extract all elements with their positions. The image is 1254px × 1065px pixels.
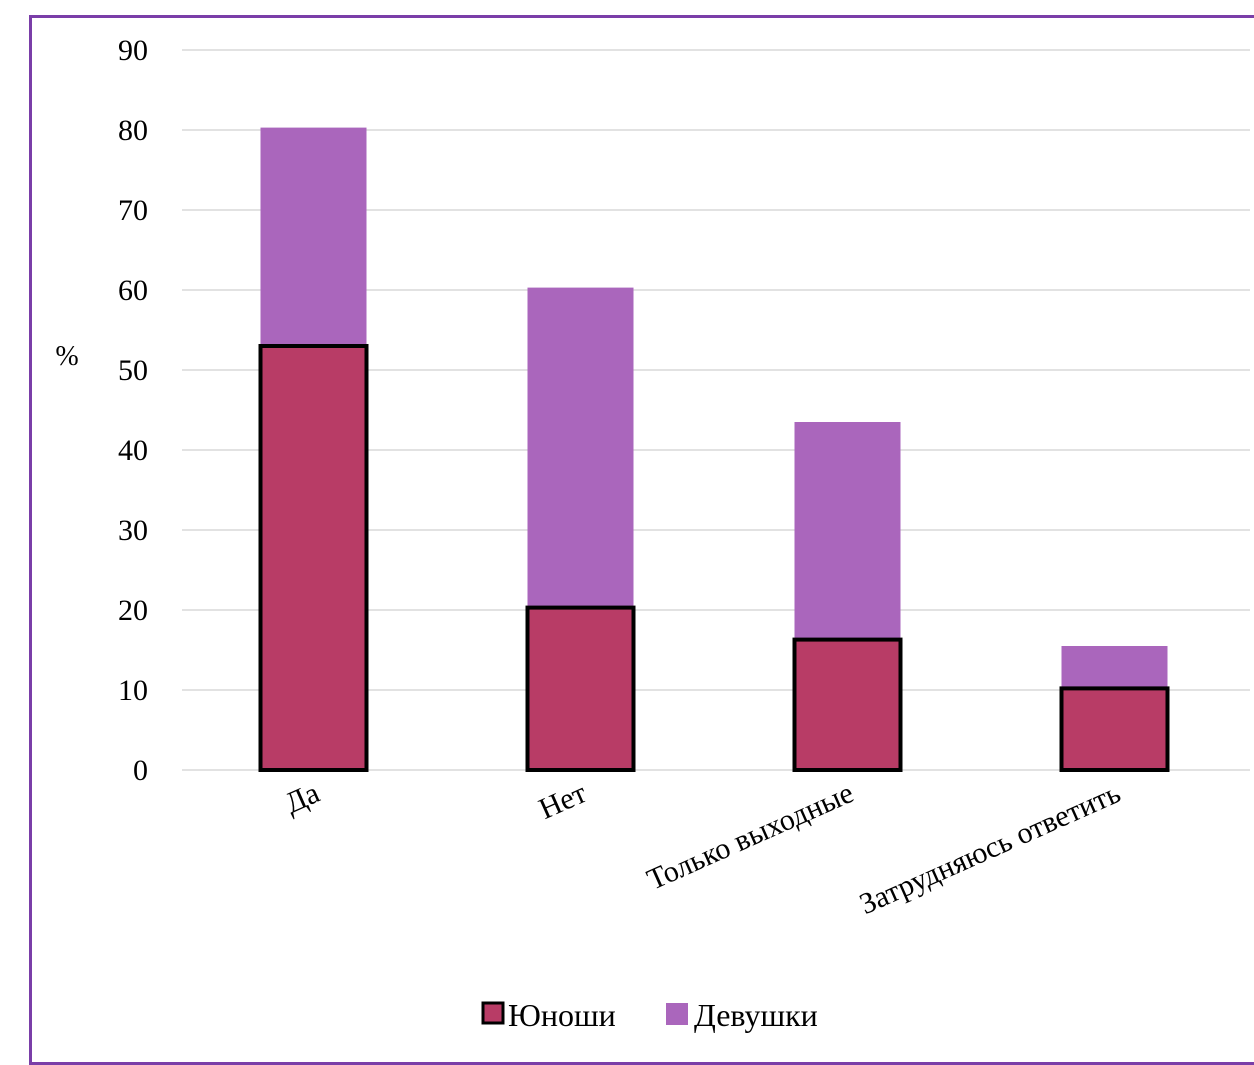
- y-tick-label: 30: [118, 514, 148, 547]
- x-category-label: Нет: [534, 776, 591, 826]
- bar-girls: [527, 287, 634, 608]
- bars: [258, 127, 1170, 773]
- y-tick-label: 20: [118, 594, 148, 627]
- y-tick-label: 60: [118, 274, 148, 307]
- bar-girls: [1061, 646, 1168, 689]
- legend-label-girls: Девушки: [694, 997, 818, 1033]
- bar-boys: [1059, 686, 1170, 773]
- y-tick-label: 80: [118, 114, 148, 147]
- bar-boys: [525, 605, 636, 772]
- y-axis-ticks: 0 10 20 30 40 50 60 70 80 90: [118, 34, 148, 787]
- x-category-label: Только выходные: [642, 776, 858, 896]
- bar-boys: [258, 344, 369, 772]
- bar-girls: [794, 422, 901, 640]
- y-axis-label: %: [55, 341, 78, 372]
- y-tick-label: 40: [118, 434, 148, 467]
- legend-label-boys: Юноши: [508, 997, 616, 1033]
- bar-girls: [260, 127, 367, 346]
- x-category-label: Да: [280, 776, 324, 820]
- y-tick-label: 70: [118, 194, 148, 227]
- legend: Юноши Девушки: [481, 997, 818, 1033]
- legend-swatch-girls: [666, 1003, 688, 1025]
- y-tick-label: 10: [118, 674, 148, 707]
- bar-boys: [792, 637, 903, 772]
- x-category-label: Затрудняюсь ответить: [855, 776, 1126, 921]
- y-tick-label: 0: [133, 754, 148, 787]
- y-tick-label: 50: [118, 354, 148, 387]
- y-tick-label: 90: [118, 34, 148, 67]
- legend-swatch-boys: [481, 1001, 505, 1025]
- chart-frame: [29, 15, 1254, 1065]
